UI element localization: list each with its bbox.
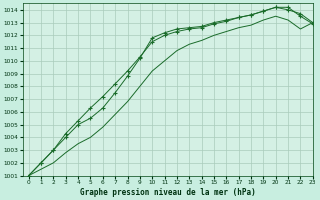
X-axis label: Graphe pression niveau de la mer (hPa): Graphe pression niveau de la mer (hPa) bbox=[80, 188, 256, 197]
